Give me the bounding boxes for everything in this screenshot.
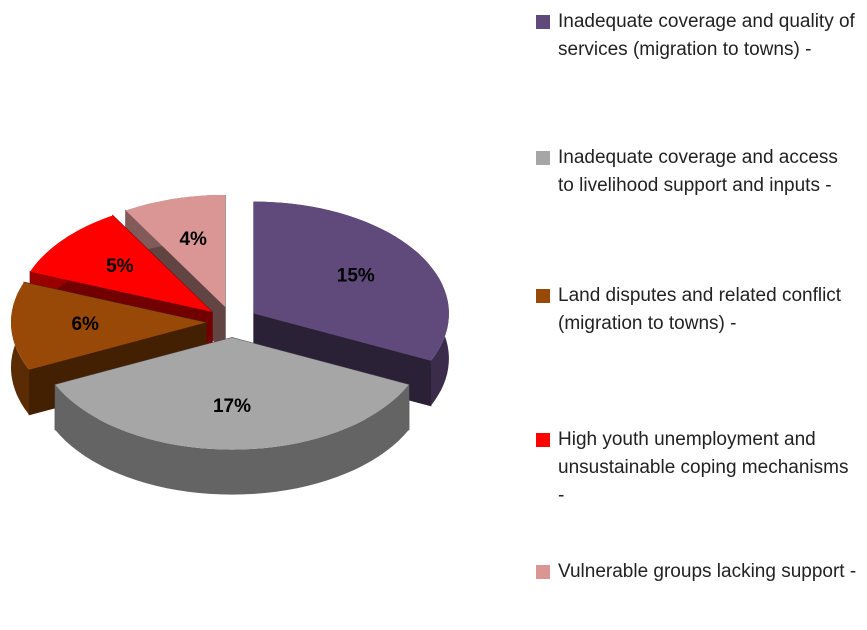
data-label: 6% bbox=[71, 314, 99, 335]
slice bbox=[125, 195, 226, 307]
legend-swatch bbox=[536, 15, 550, 29]
slice bbox=[30, 215, 213, 312]
slice-side bbox=[55, 384, 409, 495]
legend-item: Inadequate coverage and access to liveli… bbox=[536, 144, 858, 200]
data-label: 15% bbox=[337, 265, 375, 286]
data-label: 4% bbox=[179, 229, 207, 250]
legend-item: Land disputes and related conflict (migr… bbox=[536, 282, 858, 338]
legend-label: Inadequate coverage and access to liveli… bbox=[558, 147, 838, 196]
legend-label: Land disputes and related conflict (migr… bbox=[558, 285, 842, 334]
legend-label: Inadequate coverage and quality of servi… bbox=[558, 11, 855, 60]
slice bbox=[253, 201, 449, 361]
data-label: 5% bbox=[106, 256, 134, 277]
slice bbox=[55, 337, 409, 450]
legend-swatch bbox=[536, 433, 550, 447]
slice bbox=[11, 282, 207, 370]
legend-label: Vulnerable groups lacking support - bbox=[558, 561, 857, 582]
legend-label: High youth unemployment and unsustainabl… bbox=[558, 429, 849, 506]
legend-item: High youth unemployment and unsustainabl… bbox=[536, 426, 858, 510]
legend-swatch bbox=[536, 289, 550, 303]
legend-swatch bbox=[536, 565, 550, 579]
legend-item: Inadequate coverage and quality of servi… bbox=[536, 8, 858, 64]
data-label: 17% bbox=[213, 396, 251, 417]
legend-swatch bbox=[536, 151, 550, 165]
legend-item: Vulnerable groups lacking support - bbox=[536, 558, 858, 586]
